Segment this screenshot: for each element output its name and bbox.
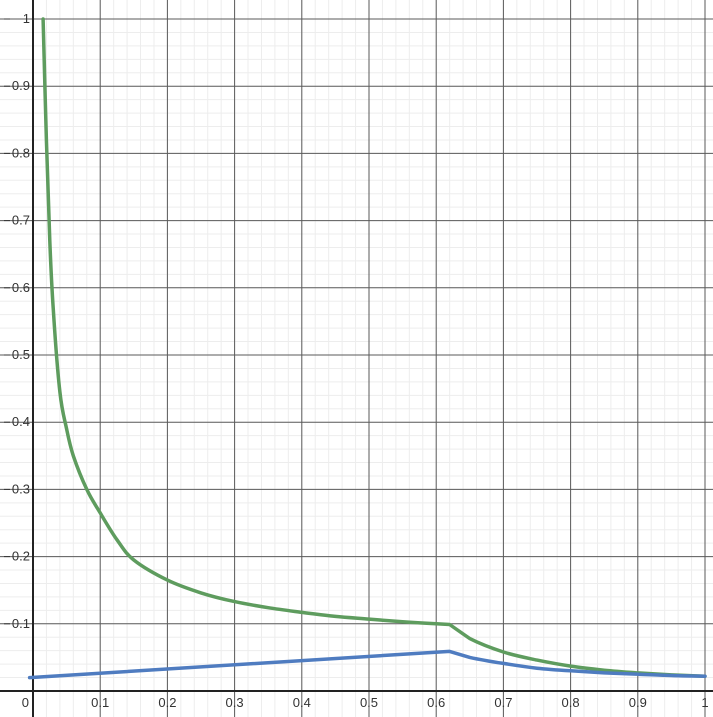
x-tick-label: 0.4 [293,695,311,710]
series-lines [27,17,707,680]
y-tick-label: 0.2 [12,549,30,564]
y-tick-label: 0.7 [12,213,30,228]
y-tick-label: 0.6 [12,280,30,295]
x-tick-label: 0.7 [494,695,512,710]
x-tick-label: 0.1 [91,695,109,710]
x-tick-label: 0 [22,695,29,710]
y-tick-labels: 0.1 0.2 0.3 0.4 0.5 0.6 0.7 0.8 0.9 1 [4,11,30,631]
y-tick-label: 0.1 [12,616,30,631]
x-tick-label: 0.2 [158,695,176,710]
x-tick-label: 0.5 [360,695,378,710]
x-tick-label: 0.6 [427,695,445,710]
y-tick-label: 1 [23,11,30,26]
y-tick-label: 0.4 [12,414,30,429]
series-line-2 [27,649,707,680]
x-tick-label: 0.8 [562,695,580,710]
y-tick-label: 0.8 [12,145,30,160]
y-tick-label: 0.5 [12,347,30,362]
x-tick-label: 1 [701,695,708,710]
y-tick-label: 0.3 [12,481,30,496]
y-tick-label: 0.9 [12,78,30,93]
x-tick-label: 0.9 [629,695,647,710]
x-tick-labels: 0 0.1 0.2 0.3 0.4 0.5 0.6 0.7 0.8 0.9 1 [22,695,709,710]
series-line-1 [41,17,707,678]
x-tick-label: 0.3 [226,695,244,710]
